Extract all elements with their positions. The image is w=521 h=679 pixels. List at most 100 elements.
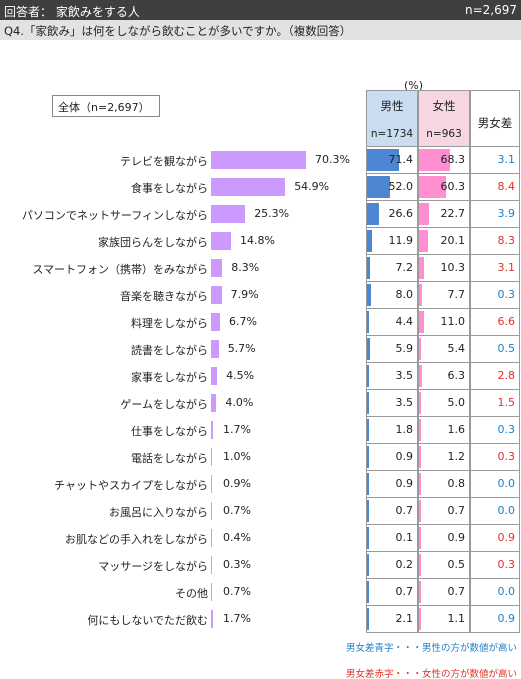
- category-label: お肌などの手入れをしながら: [65, 533, 208, 546]
- male-cell: 0.7: [366, 498, 418, 525]
- male-value: 5.9: [395, 342, 414, 355]
- diff-cell: 0.0: [470, 471, 520, 498]
- male-value: 3.5: [395, 396, 414, 409]
- female-bar: [419, 338, 422, 360]
- female-value: 0.8: [447, 477, 466, 490]
- male-value: 7.2: [395, 261, 414, 274]
- female-bar: [419, 473, 421, 495]
- male-cell: 26.6: [366, 201, 418, 228]
- male-bar: [367, 311, 369, 333]
- total-value-label: 70.3%: [315, 153, 350, 166]
- male-value: 4.4: [395, 315, 414, 328]
- female-cell: 1.6: [418, 417, 470, 444]
- chart-row: 家事をしながら 4.5% 3.5 6.3 2.8: [0, 363, 521, 390]
- female-count: n=963: [426, 128, 462, 140]
- diff-cell: 0.0: [470, 579, 520, 606]
- male-bar: [367, 392, 369, 414]
- male-bar: [367, 446, 369, 468]
- category-label: パソコンでネットサーフィンしながら: [21, 209, 208, 222]
- total-value-label: 1.0%: [223, 450, 251, 463]
- total-value-label: 6.7%: [229, 315, 257, 328]
- female-value: 1.6: [447, 423, 466, 436]
- female-cell: 1.1: [418, 606, 470, 633]
- category-label: ゲームをしながら: [120, 398, 208, 411]
- diff-cell: 0.0: [470, 498, 520, 525]
- chart-row: マッサージをしながら 0.3% 0.2 0.5 0.3: [0, 552, 521, 579]
- question-title: Q4.「家飲み」は何をしながら飲むことが多いですか。（複数回答）: [0, 20, 521, 40]
- female-value: 0.7: [447, 585, 466, 598]
- male-bar: [367, 419, 369, 441]
- male-value: 0.7: [395, 585, 414, 598]
- respondent-label: 回答者： 家飲みをする人: [4, 5, 140, 19]
- total-value-label: 0.7%: [223, 504, 251, 517]
- male-bar: [367, 473, 369, 495]
- diff-value: 0.3: [497, 450, 516, 463]
- header-bar: 回答者： 家飲みをする人 n=2,697: [0, 0, 521, 20]
- female-value: 0.9: [447, 531, 466, 544]
- female-bar: [419, 581, 421, 603]
- total-bar: [211, 394, 217, 412]
- male-cell: 0.2: [366, 552, 418, 579]
- male-value: 11.9: [388, 234, 414, 247]
- female-cell: 5.0: [418, 390, 470, 417]
- female-value: 20.1: [440, 234, 466, 247]
- total-bar: [211, 367, 218, 385]
- diff-value: 8.3: [497, 234, 516, 247]
- male-bar: [367, 257, 371, 279]
- female-cell: 11.0: [418, 309, 470, 336]
- male-cell: 1.8: [366, 417, 418, 444]
- male-bar: [367, 149, 399, 171]
- female-bar: [419, 311, 424, 333]
- diff-value: 0.0: [497, 477, 516, 490]
- female-cell: 5.4: [418, 336, 470, 363]
- female-value: 5.4: [447, 342, 466, 355]
- category-label: 家事をしながら: [131, 371, 208, 384]
- diff-cell: 0.9: [470, 606, 520, 633]
- diff-column-header: 男女差: [470, 90, 520, 147]
- female-title: 女性: [432, 99, 456, 113]
- chart-row: スマートフォン（携帯）をみながら 8.3% 7.2 10.3 3.1: [0, 255, 521, 282]
- diff-value: 3.1: [497, 153, 516, 166]
- female-bar: [419, 257, 424, 279]
- unit-label: (%): [404, 79, 424, 92]
- diff-value: 0.3: [497, 288, 516, 301]
- chart-row: 料理をしながら 6.7% 4.4 11.0 6.6: [0, 309, 521, 336]
- male-cell: 2.1: [366, 606, 418, 633]
- male-cell: 11.9: [366, 228, 418, 255]
- category-label: スマートフォン（携帯）をみながら: [32, 263, 208, 276]
- category-label: お風呂に入りながら: [109, 506, 208, 519]
- male-bar: [367, 203, 379, 225]
- category-label: 料理をしながら: [131, 317, 208, 330]
- male-cell: 3.5: [366, 390, 418, 417]
- category-label: 読書をしながら: [131, 344, 208, 357]
- chart-row: 何にもしないでただ飲む 1.7% 2.1 1.1 0.9: [0, 606, 521, 633]
- female-bar: [419, 554, 421, 576]
- chart-row: その他 0.7% 0.7 0.7 0.0: [0, 579, 521, 606]
- female-value: 68.3: [440, 153, 466, 166]
- total-value-label: 1.7%: [223, 423, 251, 436]
- chart-row: パソコンでネットサーフィンしながら 25.3% 26.6 22.7 3.9: [0, 201, 521, 228]
- male-value: 8.0: [395, 288, 414, 301]
- female-cell: 0.7: [418, 579, 470, 606]
- total-bar: [211, 178, 286, 196]
- male-value: 0.9: [395, 450, 414, 463]
- total-value-label: 0.4%: [223, 531, 251, 544]
- female-cell: 0.9: [418, 525, 470, 552]
- male-count: n=1734: [370, 128, 414, 140]
- female-value: 1.2: [447, 450, 466, 463]
- male-value: 3.5: [395, 369, 414, 382]
- male-bar: [367, 365, 369, 387]
- chart-row: 仕事をしながら 1.7% 1.8 1.6 0.3: [0, 417, 521, 444]
- female-cell: 0.8: [418, 471, 470, 498]
- male-cell: 0.1: [366, 525, 418, 552]
- male-cell: 5.9: [366, 336, 418, 363]
- total-bar: [211, 583, 212, 601]
- female-bar: [419, 608, 421, 630]
- diff-value: 2.8: [497, 369, 516, 382]
- female-cell: 6.3: [418, 363, 470, 390]
- diff-value: 0.5: [497, 342, 516, 355]
- male-value: 1.8: [395, 423, 414, 436]
- total-value-label: 5.7%: [227, 342, 256, 355]
- female-value: 60.3: [440, 180, 466, 193]
- female-value: 6.3: [447, 369, 466, 382]
